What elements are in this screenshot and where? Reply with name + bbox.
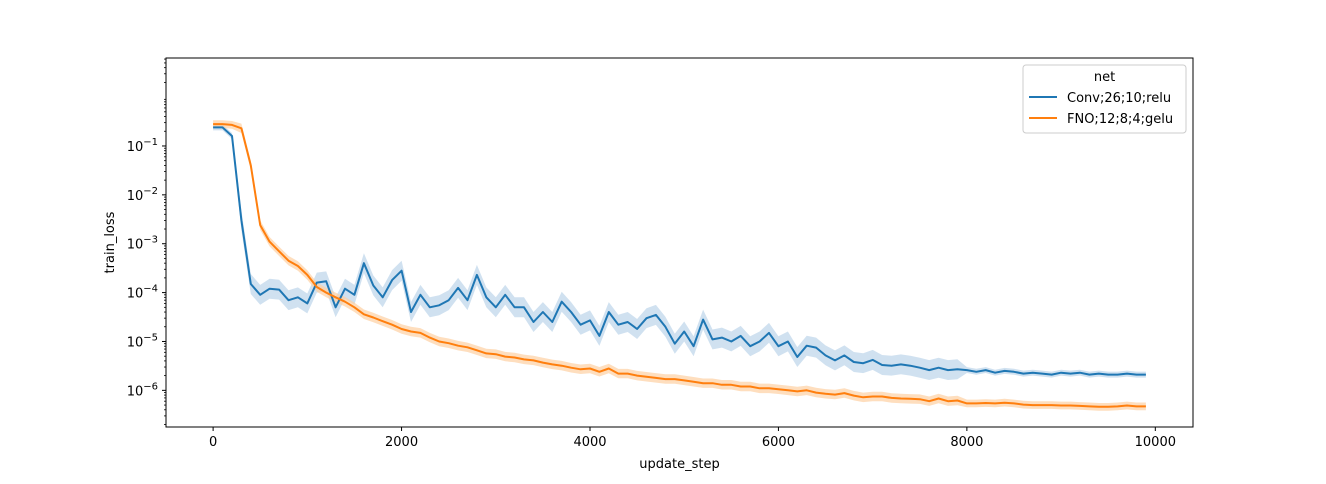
x-tick-label: 10000 xyxy=(1135,435,1176,450)
y-tick-label: 10−2 xyxy=(127,186,158,204)
confidence-band-series-1 xyxy=(213,124,1146,381)
y-tick-label: 10−6 xyxy=(127,381,158,399)
y-tick-label: 10−3 xyxy=(127,235,158,253)
y-tick-label: 10−4 xyxy=(127,284,158,302)
legend-label: FNO;12;8;4;gelu xyxy=(1067,112,1173,127)
y-axis-label: train_loss xyxy=(103,211,118,273)
x-axis-label: update_step xyxy=(639,457,719,472)
legend-entries: Conv;26;10;relu FNO;12;8;4;gelu xyxy=(1029,91,1173,127)
confidence-bands xyxy=(213,120,1146,411)
x-tick-label: 6000 xyxy=(762,435,795,450)
y-tick-label: 10−1 xyxy=(127,137,158,155)
series-lines xyxy=(213,123,1146,408)
series-line-1 xyxy=(213,126,1146,376)
series-line-2 xyxy=(213,123,1146,408)
x-tick-label: 8000 xyxy=(950,435,983,450)
plot-area-frame xyxy=(165,57,1194,428)
confidence-band-series-2 xyxy=(213,120,1146,411)
y-tick-label: 10−5 xyxy=(127,332,158,350)
legend-title: net xyxy=(1094,70,1115,85)
y-axis-ticks: 10−6 10−5 10−4 10−3 10−2 10−1 xyxy=(127,58,166,425)
legend-label: Conv;26;10;relu xyxy=(1067,91,1171,106)
x-tick-label: 4000 xyxy=(573,435,606,450)
x-axis-ticks: 0 2000 4000 6000 8000 10000 xyxy=(209,427,1176,450)
legend-box xyxy=(1022,64,1187,134)
x-tick-label: 2000 xyxy=(385,435,418,450)
x-tick-label: 0 xyxy=(209,435,217,450)
legend: net Conv;26;10;relu FNO;12;8;4;gelu xyxy=(1022,64,1187,134)
